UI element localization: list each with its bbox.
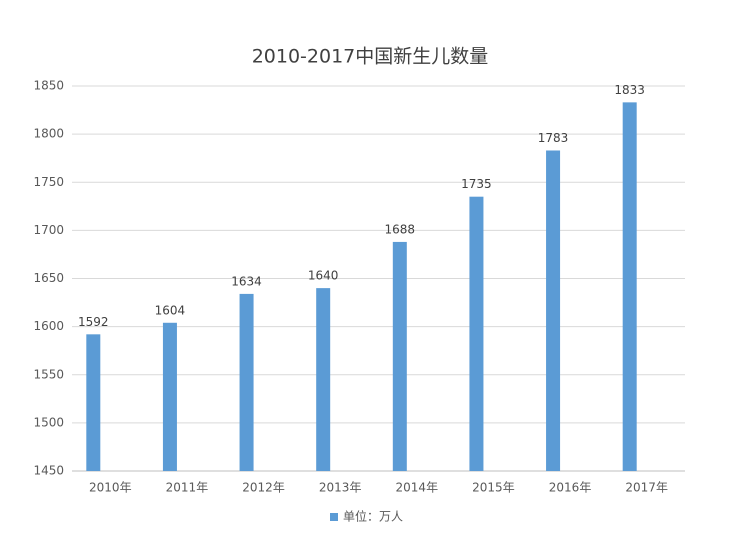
bar xyxy=(316,288,331,471)
y-tick-label: 1500 xyxy=(33,415,64,429)
x-tick-label: 2010年 xyxy=(89,481,132,495)
legend-swatch xyxy=(330,513,338,521)
data-label: 1592 xyxy=(78,315,109,329)
y-tick-label: 1600 xyxy=(33,319,64,333)
data-label: 1833 xyxy=(614,83,645,97)
y-tick-label: 1650 xyxy=(33,271,64,285)
bar xyxy=(469,196,484,471)
x-tick-label: 2015年 xyxy=(472,481,515,495)
data-label: 1604 xyxy=(155,303,186,317)
chart-title: 2010-2017中国新生儿数量 xyxy=(252,46,489,68)
x-tick-label: 2013年 xyxy=(319,481,362,495)
x-tick-label: 2012年 xyxy=(242,481,285,495)
data-label: 1783 xyxy=(538,131,569,145)
x-tick-label: 2017年 xyxy=(625,481,668,495)
bar xyxy=(162,322,177,471)
x-tick-label: 2014年 xyxy=(396,481,439,495)
y-tick-label: 1800 xyxy=(33,127,64,141)
data-label: 1640 xyxy=(308,269,339,283)
y-tick-label: 1850 xyxy=(33,79,64,93)
y-tick-label: 1550 xyxy=(33,367,64,381)
bar xyxy=(622,102,637,472)
y-tick-label: 1700 xyxy=(33,223,64,237)
y-tick-label: 1450 xyxy=(33,464,64,478)
x-tick-label: 2011年 xyxy=(166,481,209,495)
data-label: 1634 xyxy=(231,274,262,288)
data-label: 1735 xyxy=(461,177,492,191)
legend-label: 单位：万人 xyxy=(343,509,403,524)
y-tick-label: 1750 xyxy=(33,175,64,189)
bar xyxy=(546,150,561,472)
data-label: 1688 xyxy=(385,222,416,236)
x-tick-label: 2016年 xyxy=(549,481,592,495)
bar xyxy=(239,293,254,471)
bar xyxy=(86,334,101,471)
bar xyxy=(392,241,407,471)
